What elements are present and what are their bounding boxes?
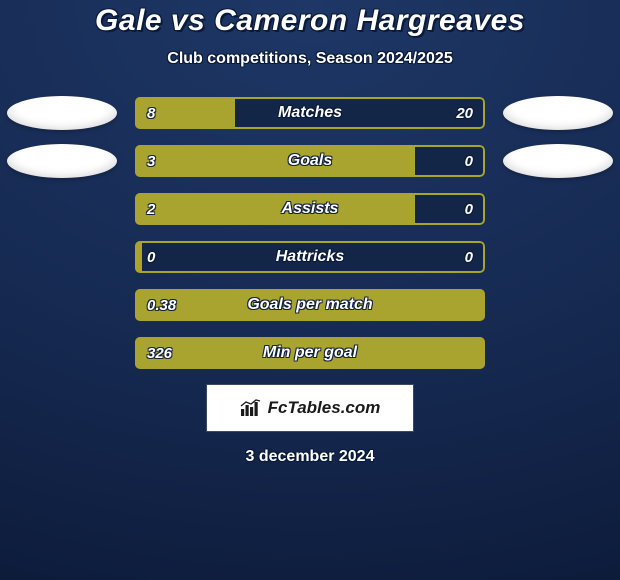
player-left-marker: [7, 144, 117, 178]
stat-row: Goals per match0.38: [0, 288, 620, 322]
logo-text: FcTables.com: [268, 398, 381, 418]
stat-bar-right-segment: [415, 145, 485, 177]
stat-bar-right-segment: [235, 97, 485, 129]
player-left-marker: [7, 96, 117, 130]
comparison-infographic: Gale vs Cameron Hargreaves Club competit…: [0, 0, 620, 580]
stat-bar-right-segment: [142, 241, 485, 273]
stat-bar-left-segment: [135, 193, 415, 225]
subtitle: Club competitions, Season 2024/2025: [0, 50, 620, 68]
stat-bar: Goals30: [135, 145, 485, 177]
stat-bar: Assists20: [135, 193, 485, 225]
stat-row: Assists20: [0, 192, 620, 226]
page-title: Gale vs Cameron Hargreaves: [0, 4, 620, 38]
stat-bar-left-segment: [135, 145, 415, 177]
stat-bar: Matches820: [135, 97, 485, 129]
stat-bar-left-segment: [135, 289, 485, 321]
logo-box: FcTables.com: [206, 384, 414, 432]
stat-bar-right-segment: [415, 193, 485, 225]
stat-bar-left-segment: [135, 241, 142, 273]
stat-bar: Hattricks00: [135, 241, 485, 273]
stat-bar: Min per goal326: [135, 337, 485, 369]
date-label: 3 december 2024: [0, 448, 620, 466]
stat-bar-left-segment: [135, 337, 485, 369]
stat-row: Min per goal326: [0, 336, 620, 370]
stat-row: Matches820: [0, 96, 620, 130]
stat-row: Goals30: [0, 144, 620, 178]
player-right-marker: [503, 96, 613, 130]
stat-rows: Matches820 Goals30 Assists20 Hattricks00 Goa…: [0, 96, 620, 370]
bar-chart-icon: [240, 399, 262, 417]
stat-bar-left-segment: [135, 97, 235, 129]
stat-bar: Goals per match0.38: [135, 289, 485, 321]
stat-row: Hattricks00: [0, 240, 620, 274]
player-right-marker: [503, 144, 613, 178]
